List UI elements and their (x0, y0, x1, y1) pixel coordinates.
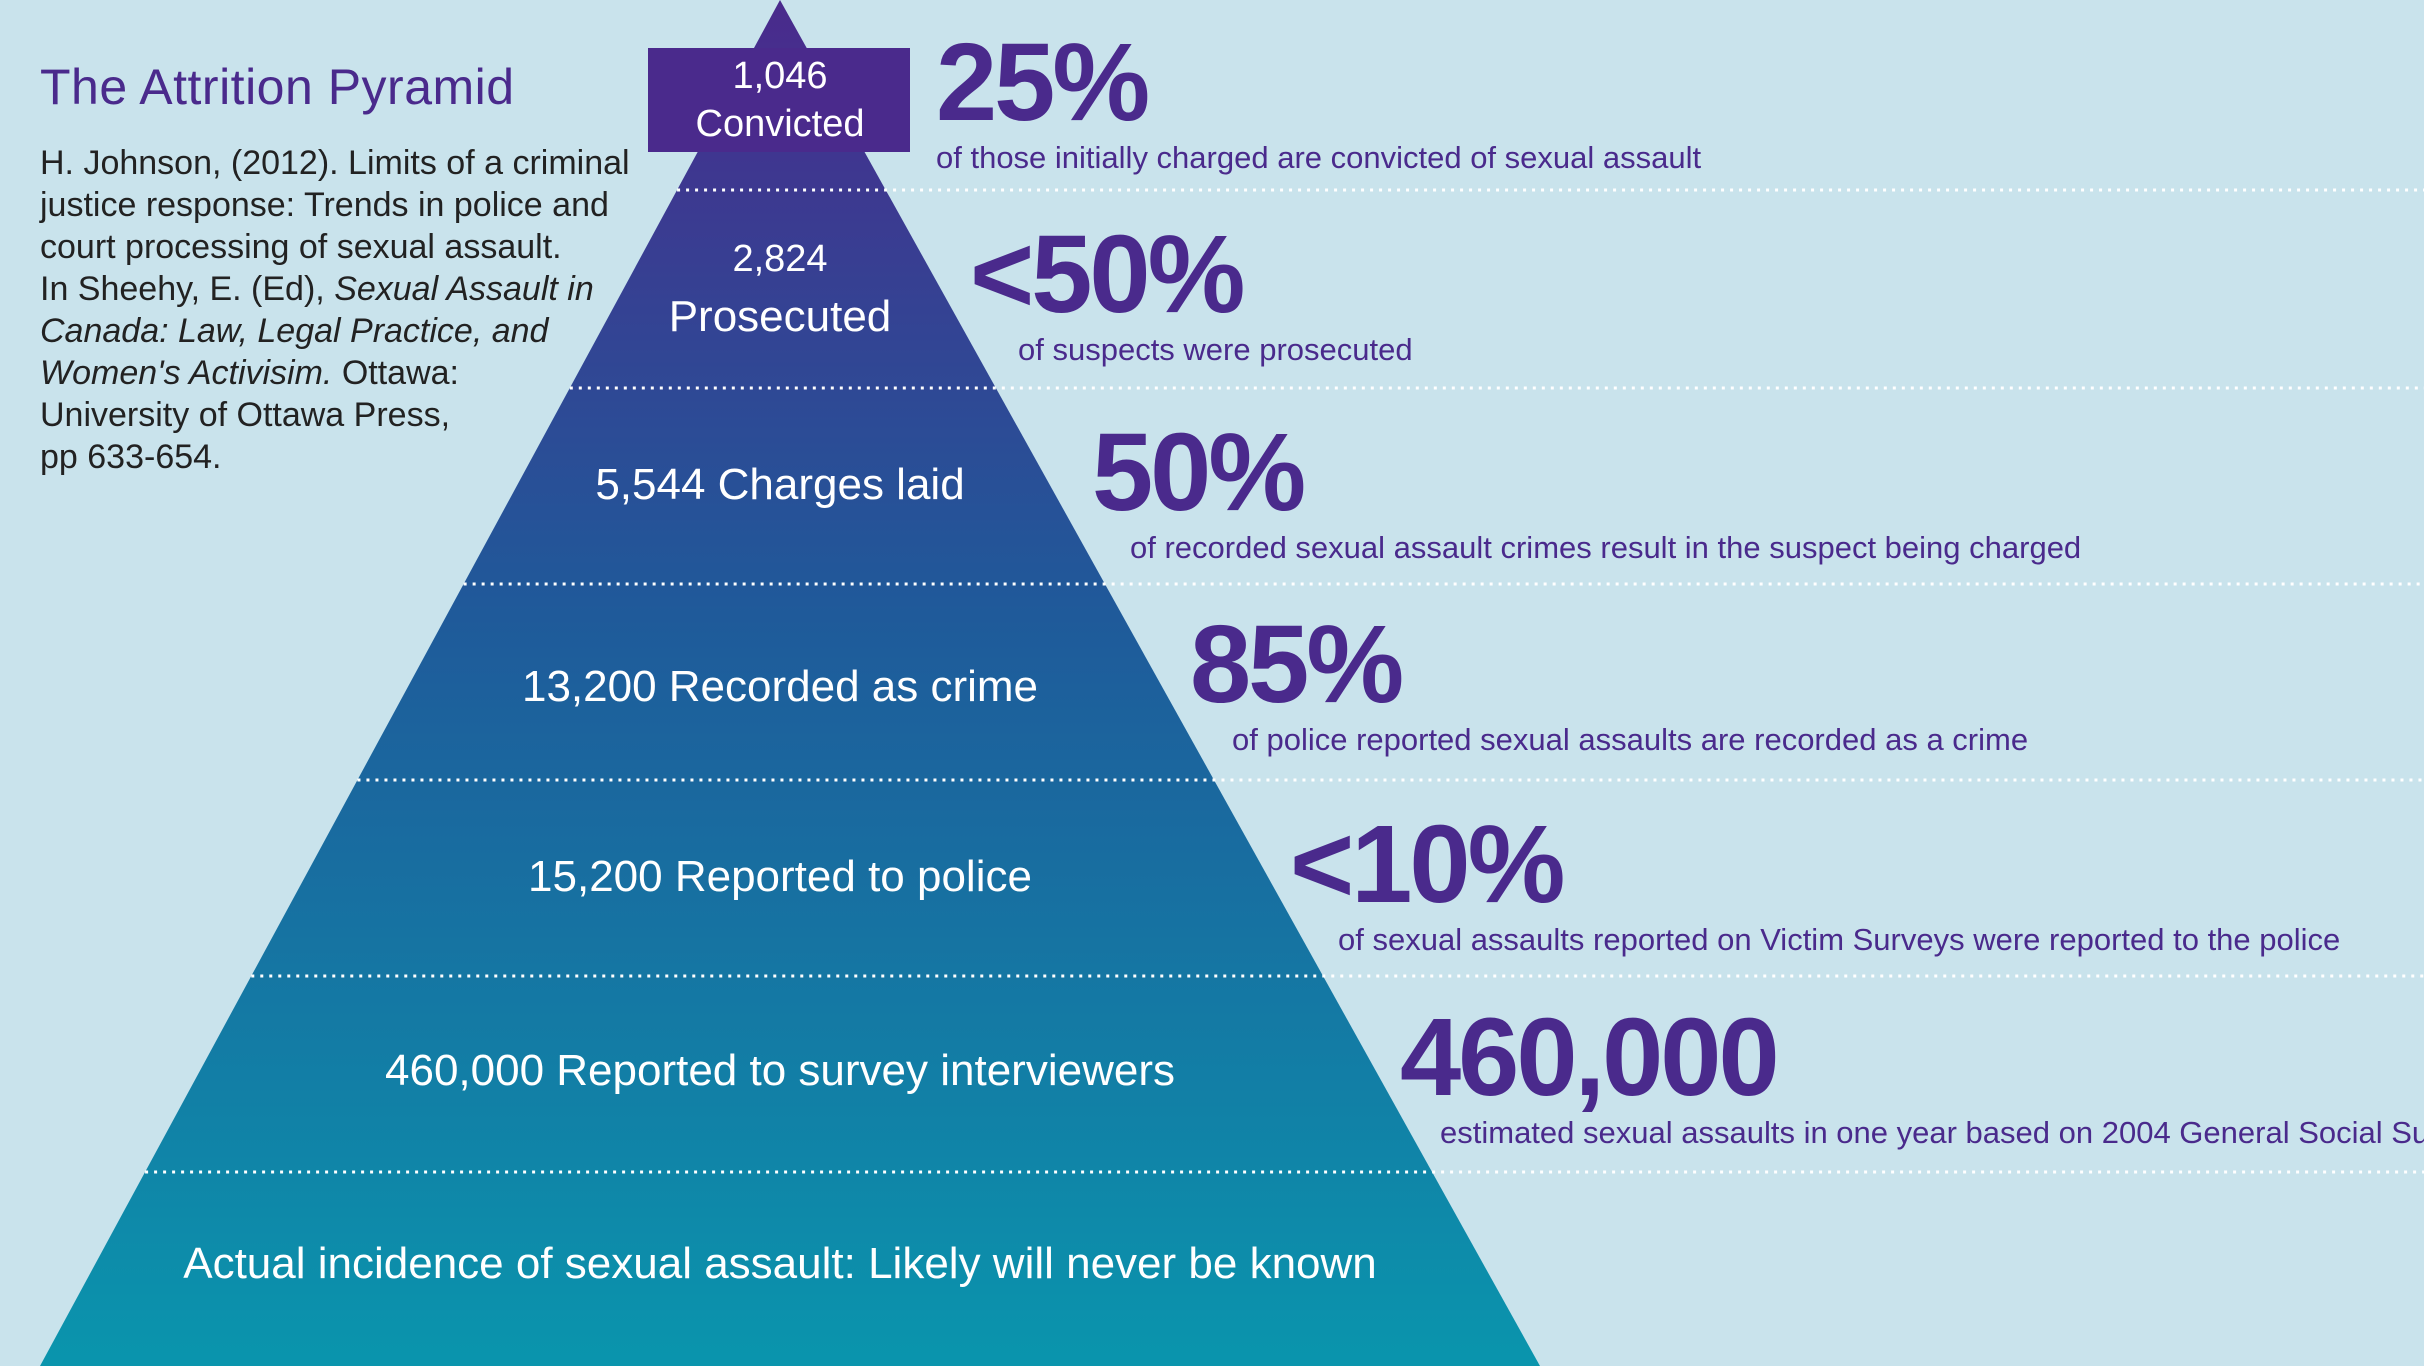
tier-reported-to-police: 15,200 Reported to police (528, 852, 1032, 901)
stat-recorded: 85% of police reported sexual assaults a… (1190, 610, 2028, 758)
stat-value: <10% (1290, 803, 1565, 926)
tier-reported-to-survey: 460,000 Reported to survey interviewers (385, 1046, 1175, 1095)
tier-charges-laid: 5,544 Charges laid (595, 460, 965, 509)
stat-description: of sexual assaults reported on Victim Su… (1338, 922, 2341, 957)
stat-value: 85% (1190, 603, 1404, 726)
page-title: The Attrition Pyramid (40, 59, 515, 115)
stat-reported-police: <10% of sexual assaults reported on Vict… (1290, 810, 2340, 958)
stat-survey: 460,000 estimated sexual assaults in one… (1400, 1003, 2424, 1151)
citation-book-title: Canada: Law, Legal Practice, and (40, 312, 549, 350)
citation-line: H. Johnson, (2012). Limits of a criminal (40, 144, 630, 182)
stat-value: 25% (936, 21, 1150, 144)
tier-convicted-count: 1,046 (732, 55, 828, 97)
stat-description: estimated sexual assaults in one year ba… (1440, 1115, 2424, 1150)
tier-convicted: 1,046 Convicted (0, 52, 1560, 148)
citation-line: Women's Activisim. Ottawa: (40, 352, 640, 394)
stat-description: of police reported sexual assaults are r… (1232, 722, 2029, 757)
tier-recorded-as-crime: 13,200 Recorded as crime (521, 662, 1039, 711)
stat-value: 50% (1092, 411, 1306, 534)
stat-value: <50% (970, 213, 1245, 336)
tier-convicted-label: Convicted (695, 103, 865, 145)
stat-description: of suspects were prosecuted (1018, 332, 1413, 367)
stat-description: of those initially charged are convicted… (936, 140, 1702, 175)
citation-text: Ottawa: (332, 354, 459, 392)
tier-dividers (145, 188, 2424, 1174)
citation-text: In Sheehy, E. (Ed), (40, 270, 335, 308)
tier-prosecuted-label: Prosecuted (668, 292, 892, 341)
pyramid-shape (40, 0, 1540, 1366)
tier-actual-incidence: Actual incidence of sexual assault: Like… (183, 1239, 1377, 1288)
citation-line: justice response: Trends in police and (40, 186, 609, 224)
citation-line: pp 633-654. (40, 438, 222, 476)
stat-charged: 50% of recorded sexual assault crimes re… (1092, 418, 2081, 566)
tier-prosecuted-count: 2,824 (732, 238, 828, 280)
stat-value: 460,000 (1400, 996, 1780, 1119)
tier-prosecuted: 2,824 Prosecuted (0, 230, 1560, 346)
convicted-box (648, 48, 910, 152)
citation-book-title: Women's Activisim. (40, 354, 333, 392)
stat-description: of recorded sexual assault crimes result… (1130, 530, 2082, 565)
citation-line: In Sheehy, E. (Ed), Sexual Assault in (40, 268, 640, 310)
citation-line: Canada: Law, Legal Practice, and (40, 310, 640, 352)
citation: H. Johnson, (2012). Limits of a criminal… (40, 142, 640, 478)
stat-prosecuted: <50% of suspects were prosecuted (970, 220, 1413, 368)
citation-line: University of Ottawa Press, (40, 396, 451, 434)
citation-line: court processing of sexual assault. (40, 228, 562, 266)
stat-convicted: 25% of those initially charged are convi… (936, 28, 1701, 176)
citation-book-title: Sexual Assault in (334, 270, 594, 308)
